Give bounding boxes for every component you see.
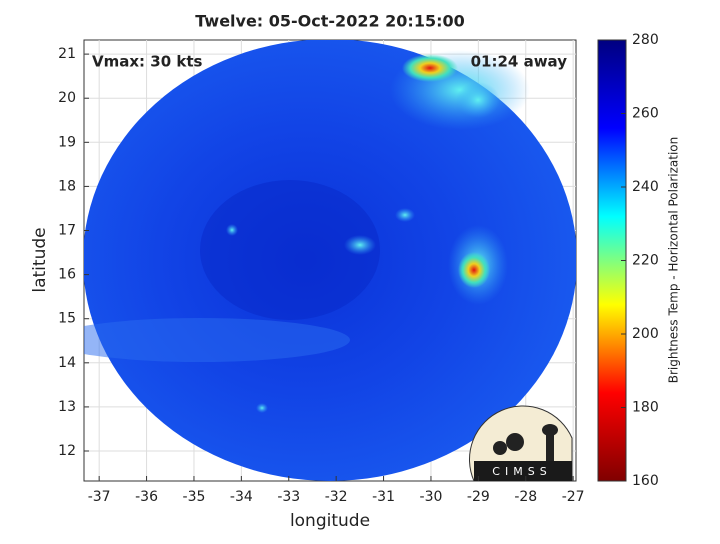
- y-tick-label: 17: [58, 223, 76, 239]
- chart-title: Twelve: 05-Oct-2022 20:15:00: [195, 12, 465, 31]
- x-tick-label: -29: [467, 489, 490, 505]
- colorbar-tick-label: 240: [632, 179, 659, 195]
- y-tick-label: 13: [58, 399, 76, 415]
- logo-text: CIMSS: [492, 465, 551, 478]
- y-tick-label: 15: [58, 311, 76, 327]
- y-tick-label: 20: [58, 90, 76, 106]
- y-tick-label: 16: [58, 267, 76, 283]
- x-tick-label: -37: [88, 489, 111, 505]
- satellite-image: [84, 40, 576, 481]
- x-tick-label: -27: [562, 489, 585, 505]
- colorbar-tick-label: 200: [632, 326, 659, 342]
- x-tick-label: -34: [230, 489, 253, 505]
- x-tick-label: -28: [514, 489, 537, 505]
- colorbar-tick-label: 180: [632, 400, 659, 416]
- x-axis-label: longitude: [290, 511, 370, 531]
- x-tick-label: -33: [277, 489, 300, 505]
- x-tick-label: -30: [420, 489, 443, 505]
- annotation: Vmax: 30 kts: [92, 53, 202, 71]
- y-tick-label: 12: [58, 443, 76, 459]
- y-tick-label: 19: [58, 134, 76, 150]
- colorbar-tick-label: 260: [632, 106, 659, 122]
- annotation: 01:24 away: [471, 53, 568, 71]
- y-tick-label: 14: [58, 355, 76, 371]
- x-tick-label: -36: [135, 489, 158, 505]
- x-tick-label: -32: [325, 489, 348, 505]
- colorbar-tick-label: 280: [632, 32, 659, 48]
- logo: CIMSS: [469, 405, 573, 482]
- colorbar-tick-label: 220: [632, 253, 659, 269]
- colorbar-tick-label: 160: [632, 473, 659, 489]
- y-tick-label: 21: [58, 46, 76, 62]
- x-tick-label: -35: [183, 489, 206, 505]
- y-tick-label: 18: [58, 178, 76, 194]
- colorbar-label: Brightness Temp - Horizontal Polarizatio…: [667, 137, 681, 384]
- x-tick-label: -31: [372, 489, 395, 505]
- y-axis-label: latitude: [30, 227, 50, 292]
